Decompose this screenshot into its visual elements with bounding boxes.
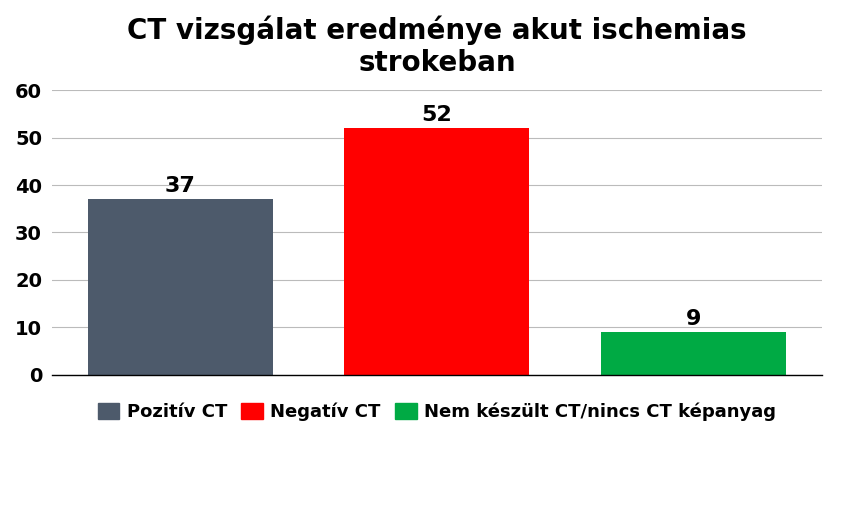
Text: 9: 9	[685, 309, 700, 329]
Title: CT vizsgálat eredménye akut ischemias
strokeban: CT vizsgálat eredménye akut ischemias st…	[127, 15, 746, 77]
Legend: Pozitív CT, Negatív CT, Nem készült CT/nincs CT képanyag: Pozitív CT, Negatív CT, Nem készült CT/n…	[90, 395, 782, 428]
Bar	[601, 332, 786, 375]
Text: 37: 37	[164, 176, 195, 196]
Text: 52: 52	[421, 105, 452, 125]
Bar	[344, 128, 529, 375]
Bar	[88, 199, 273, 375]
